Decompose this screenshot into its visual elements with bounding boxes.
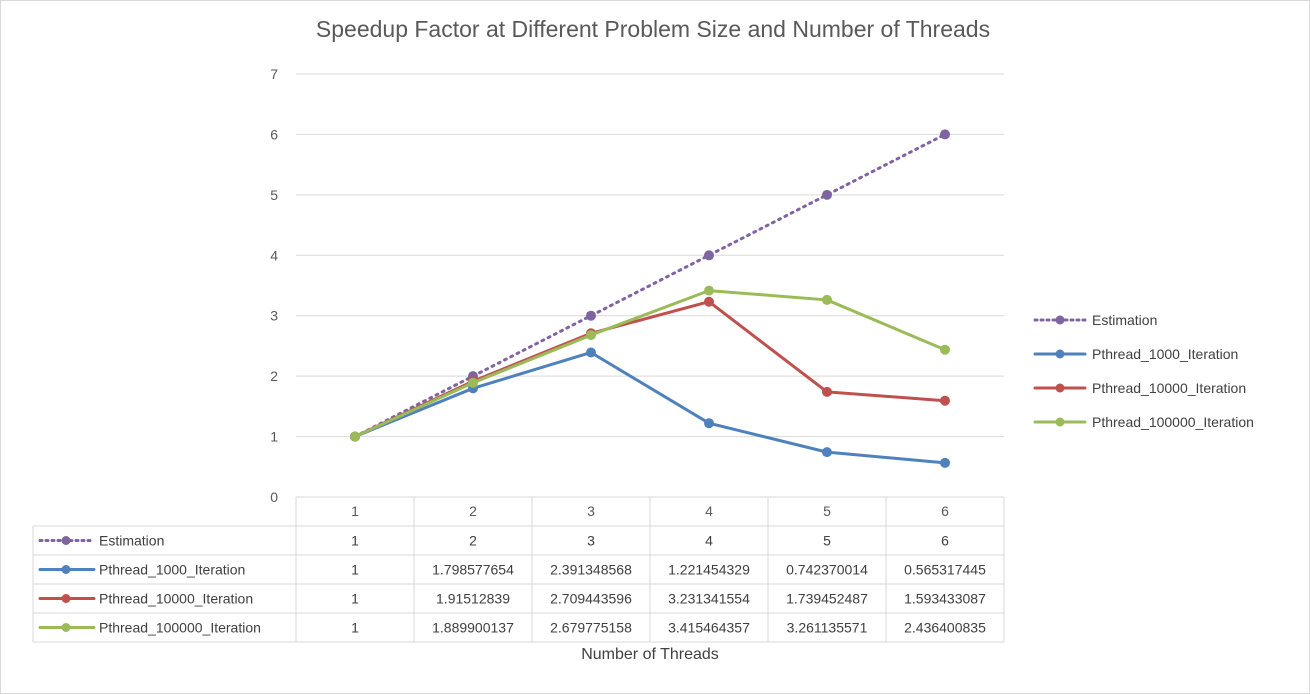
data-point-Pthread_10000_Iteration-5 xyxy=(822,386,832,397)
series-line-Pthread_1000_Iteration xyxy=(353,350,947,465)
x-tick-label-3: 3 xyxy=(587,503,595,519)
legend-label-Pthread_100000_Iteration: Pthread_100000_Iteration xyxy=(1092,414,1254,430)
data-point-Pthread_10000_Iteration-6 xyxy=(940,395,950,406)
x-tick-label-5: 5 xyxy=(823,503,831,519)
legend: Estimation Pthread_1000_Iteration Pthread_… xyxy=(1033,312,1254,430)
table-cell: 1 xyxy=(351,620,359,636)
y-tick-label-3: 3 xyxy=(270,308,278,324)
table-cell: 2 xyxy=(469,533,477,549)
legend-label-Pthread_10000_Iteration: Pthread_10000_Iteration xyxy=(1092,380,1246,396)
table-cell: 0.742370014 xyxy=(786,562,868,578)
data-point-Pthread_10000_Iteration-4 xyxy=(704,296,714,307)
y-tick-label-6: 6 xyxy=(270,126,278,142)
data-point-Pthread_1000_Iteration-6 xyxy=(940,457,950,468)
data-point-Estimation-3 xyxy=(586,310,596,321)
data-point-Pthread_1000_Iteration-5 xyxy=(822,447,832,458)
table-cell: 1 xyxy=(351,591,359,607)
data-point-Pthread_100000_Iteration-5 xyxy=(822,294,832,305)
y-tick-label-1: 1 xyxy=(270,429,278,445)
table-key-marker xyxy=(61,536,71,545)
y-tick-label-4: 4 xyxy=(270,247,278,263)
table-cell: 1 xyxy=(351,533,359,549)
legend-marker-Estimation xyxy=(1055,315,1065,325)
legend-label-Pthread_1000_Iteration: Pthread_1000_Iteration xyxy=(1092,346,1238,362)
table-cell: 5 xyxy=(823,533,831,549)
data-point-Estimation-6 xyxy=(940,129,950,140)
data-point-Pthread_100000_Iteration-3 xyxy=(586,330,596,341)
table-cell: 1.91512839 xyxy=(436,591,510,607)
y-tick-label-7: 7 xyxy=(270,66,278,82)
table-cell: 2.679775158 xyxy=(550,620,632,636)
table-series-name: Pthread_1000_Iteration xyxy=(99,562,245,578)
table-cell: 1.221454329 xyxy=(668,562,750,578)
table-key-marker xyxy=(61,594,71,603)
y-axis-ticks: 0 1 2 3 4 5 6 7 xyxy=(270,66,278,505)
data-point-Pthread_100000_Iteration-4 xyxy=(704,285,714,296)
series-line-Pthread_100000_Iteration xyxy=(353,289,947,439)
series-lines xyxy=(350,129,950,468)
legend-label-Estimation: Estimation xyxy=(1092,312,1157,328)
y-tick-label-2: 2 xyxy=(270,368,278,384)
data-point-Estimation-5 xyxy=(822,189,832,200)
table-cell: 1.798577654 xyxy=(432,562,514,578)
legend-marker-Pthread_10000_Iteration xyxy=(1055,383,1065,393)
table-key-marker xyxy=(61,623,71,632)
table-cell: 3.415464357 xyxy=(668,620,750,636)
table-cell: 6 xyxy=(941,533,949,549)
series-line-Pthread_10000_Iteration xyxy=(353,300,947,439)
x-tick-label-6: 6 xyxy=(941,503,949,519)
table-cell: 2.709443596 xyxy=(550,591,632,607)
table-series-name: Estimation xyxy=(99,533,164,549)
table-cell: 1.739452487 xyxy=(786,591,868,607)
table-cell: 3.261135571 xyxy=(787,620,868,636)
data-point-Pthread_100000_Iteration-6 xyxy=(940,344,950,355)
table-cell: 1 xyxy=(351,562,359,578)
x-axis-title: Number of Threads xyxy=(581,646,719,663)
table-series-name: Pthread_10000_Iteration xyxy=(99,591,253,607)
x-tick-label-2: 2 xyxy=(469,503,477,519)
table-key-marker xyxy=(61,565,71,574)
data-point-Estimation-4 xyxy=(704,250,714,261)
legend-marker-Pthread_1000_Iteration xyxy=(1055,349,1065,359)
table-cell: 0.565317445 xyxy=(904,562,986,578)
table-cell: 4 xyxy=(705,533,713,549)
data-point-Pthread_100000_Iteration-2 xyxy=(468,377,478,388)
table-cell: 2.391348568 xyxy=(550,562,632,578)
series-line-Estimation xyxy=(353,132,947,439)
data-point-Pthread_1000_Iteration-3 xyxy=(586,347,596,358)
y-tick-label-0: 0 xyxy=(270,489,278,505)
table-cell: 3 xyxy=(587,533,595,549)
table-cell: 2.436400835 xyxy=(904,620,986,636)
data-point-Pthread_100000_Iteration-1 xyxy=(350,431,360,442)
table-cell: 1.593433087 xyxy=(904,591,986,607)
data-table: 1 2 3 4 5 6 Estimation 1 2 3 4 5 6 Pthread_1000_Itera… xyxy=(32,496,1005,643)
y-tick-label-5: 5 xyxy=(270,187,278,203)
table-series-name: Pthread_100000_Iteration xyxy=(99,620,261,636)
table-cell: 1.889900137 xyxy=(432,620,514,636)
x-tick-label-1: 1 xyxy=(351,503,359,519)
data-point-Pthread_1000_Iteration-4 xyxy=(704,418,714,429)
chart-title: Speedup Factor at Different Problem Size… xyxy=(315,16,991,42)
table-cell: 3.231341554 xyxy=(668,591,750,607)
legend-marker-Pthread_100000_Iteration xyxy=(1055,417,1065,427)
x-tick-label-4: 4 xyxy=(705,503,713,519)
